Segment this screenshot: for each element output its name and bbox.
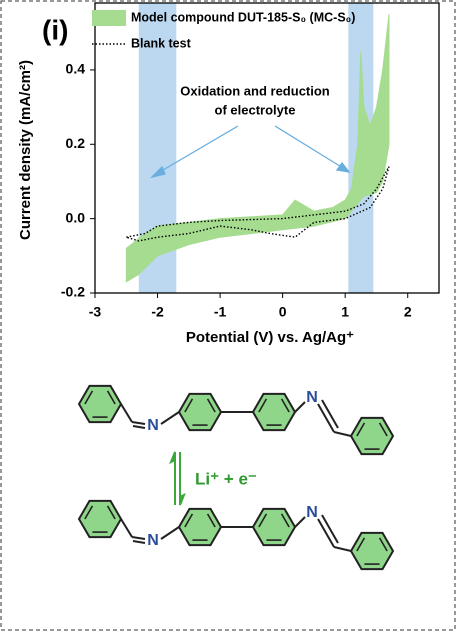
ring-double-bond <box>184 398 194 413</box>
atom-label: N <box>306 504 318 521</box>
bond <box>160 411 180 425</box>
ring-double-bond <box>356 422 366 437</box>
ring-double-bond <box>280 513 290 528</box>
bond <box>294 516 306 528</box>
bond <box>317 518 335 548</box>
x-tick-label: -1 <box>214 304 227 320</box>
ring-double-bond <box>258 513 268 528</box>
ring-double-bond <box>280 398 290 413</box>
ring-double-bond <box>258 398 268 413</box>
legend-label: Model compound DUT-185-S₀ (MC-S₀) <box>131 10 355 24</box>
x-tick-label: -3 <box>89 304 102 320</box>
y-axis-label: Current density (mA/cm²) <box>17 60 34 240</box>
ring-double-bond <box>378 422 388 437</box>
x-axis-label: Potential (V) vs. Ag/Ag⁺ <box>186 329 354 346</box>
bond <box>160 526 180 540</box>
ring-double-bond <box>84 390 94 405</box>
legend-swatch <box>92 10 126 26</box>
y-tick-label: 0.0 <box>66 209 86 225</box>
plot-frame <box>94 2 440 294</box>
legend-label: Blank test <box>131 36 192 50</box>
ring-double-bond <box>356 537 366 552</box>
y-tick-label: 0.4 <box>66 61 86 77</box>
ring-double-bond <box>206 398 216 413</box>
y-tick-label: -0.2 <box>61 284 85 300</box>
bond <box>333 546 352 552</box>
bond <box>120 518 133 538</box>
panel-label: (i) <box>42 14 68 45</box>
bond <box>294 401 306 413</box>
bond <box>132 425 146 429</box>
equilibrium-arrows <box>169 451 186 506</box>
bond <box>321 399 339 429</box>
cv-area <box>125 14 390 283</box>
reaction-label: Li⁺ + e⁻ <box>195 469 257 488</box>
bond <box>321 514 339 544</box>
annotation: of electrolyte <box>215 102 296 117</box>
bond <box>132 540 146 544</box>
bond <box>120 403 133 423</box>
ring-double-bond <box>206 513 216 528</box>
y-tick-label: 0.2 <box>66 135 86 151</box>
atom-label: N <box>147 417 159 434</box>
x-tick-label: 2 <box>404 304 412 320</box>
bond <box>131 421 146 425</box>
x-tick-label: 1 <box>341 304 349 320</box>
ring-double-bond <box>106 390 116 405</box>
bond <box>131 536 146 540</box>
ring-double-bond <box>184 513 194 528</box>
annotation-arrows <box>149 125 351 179</box>
ring-double-bond <box>378 537 388 552</box>
ring-double-bond <box>84 505 94 520</box>
bond <box>333 431 352 437</box>
ring-double-bond <box>106 505 116 520</box>
annotation: Oxidation and reduction <box>180 83 330 98</box>
atom-label: N <box>147 532 159 549</box>
x-tick-label: 0 <box>279 304 287 320</box>
x-tick-label: -2 <box>151 304 164 320</box>
atom-label: N <box>306 389 318 406</box>
bond <box>317 403 335 433</box>
